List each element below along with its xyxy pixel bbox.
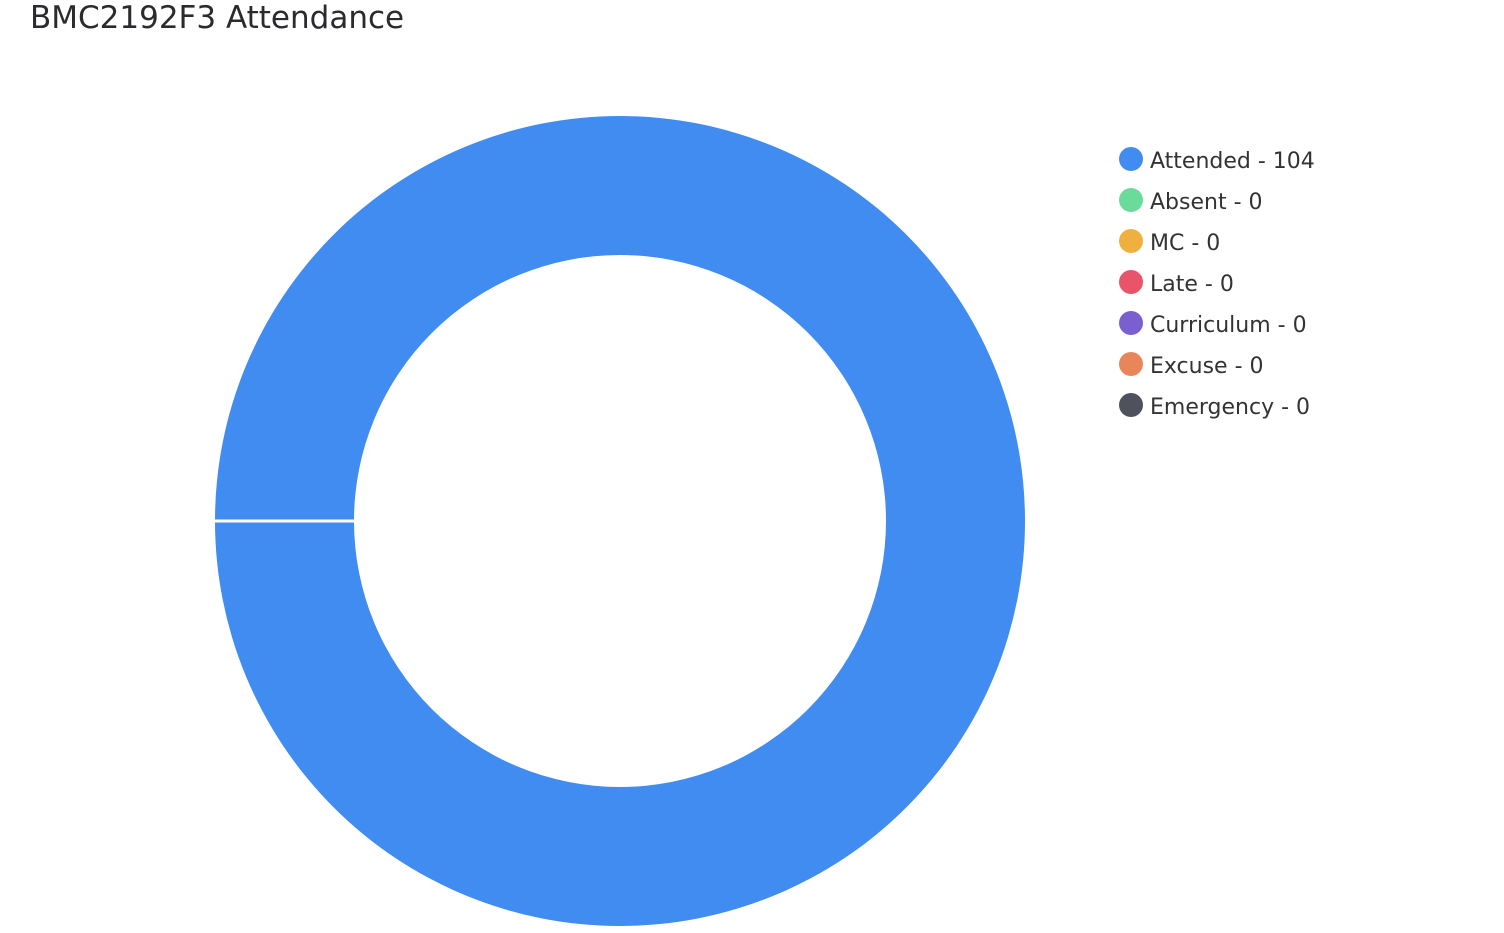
legend-dot-late — [1119, 269, 1143, 294]
legend-dot-curriculum — [1119, 310, 1143, 335]
legend-item-emergency[interactable]: Emergency - 0 — [1119, 387, 1315, 428]
legend-item-mc[interactable]: MC - 0 — [1119, 223, 1315, 264]
legend-label-emergency: Emergency - 0 — [1150, 394, 1311, 420]
legend-dot-absent — [1119, 187, 1143, 212]
legend-dot-attended — [1119, 146, 1143, 171]
legend-dot-excuse — [1119, 351, 1143, 376]
legend-label-excuse: Excuse - 0 — [1150, 353, 1264, 379]
legend-label-curriculum: Curriculum - 0 — [1150, 312, 1307, 338]
legend-label-late: Late - 0 — [1150, 271, 1234, 297]
legend-item-late[interactable]: Late - 0 — [1119, 264, 1315, 305]
chart-title: BMC2192F3 Attendance — [30, 0, 405, 36]
legend-item-attended[interactable]: Attended - 104 — [1119, 141, 1315, 182]
legend-item-absent[interactable]: Absent - 0 — [1119, 182, 1315, 223]
donut-slices — [215, 116, 1025, 926]
legend-item-curriculum[interactable]: Curriculum - 0 — [1119, 305, 1315, 346]
legend-dot-emergency — [1119, 392, 1143, 417]
legend-dot-mc — [1119, 228, 1143, 253]
legend-item-excuse[interactable]: Excuse - 0 — [1119, 346, 1315, 387]
legend-label-mc: MC - 0 — [1150, 230, 1221, 256]
legend-label-attended: Attended - 104 — [1150, 148, 1315, 174]
chart-legend: Attended - 104 Absent - 0 MC - 0 Late - … — [1119, 141, 1315, 428]
donut-slice-attended[interactable] — [215, 116, 1025, 926]
legend-label-absent: Absent - 0 — [1150, 189, 1263, 215]
